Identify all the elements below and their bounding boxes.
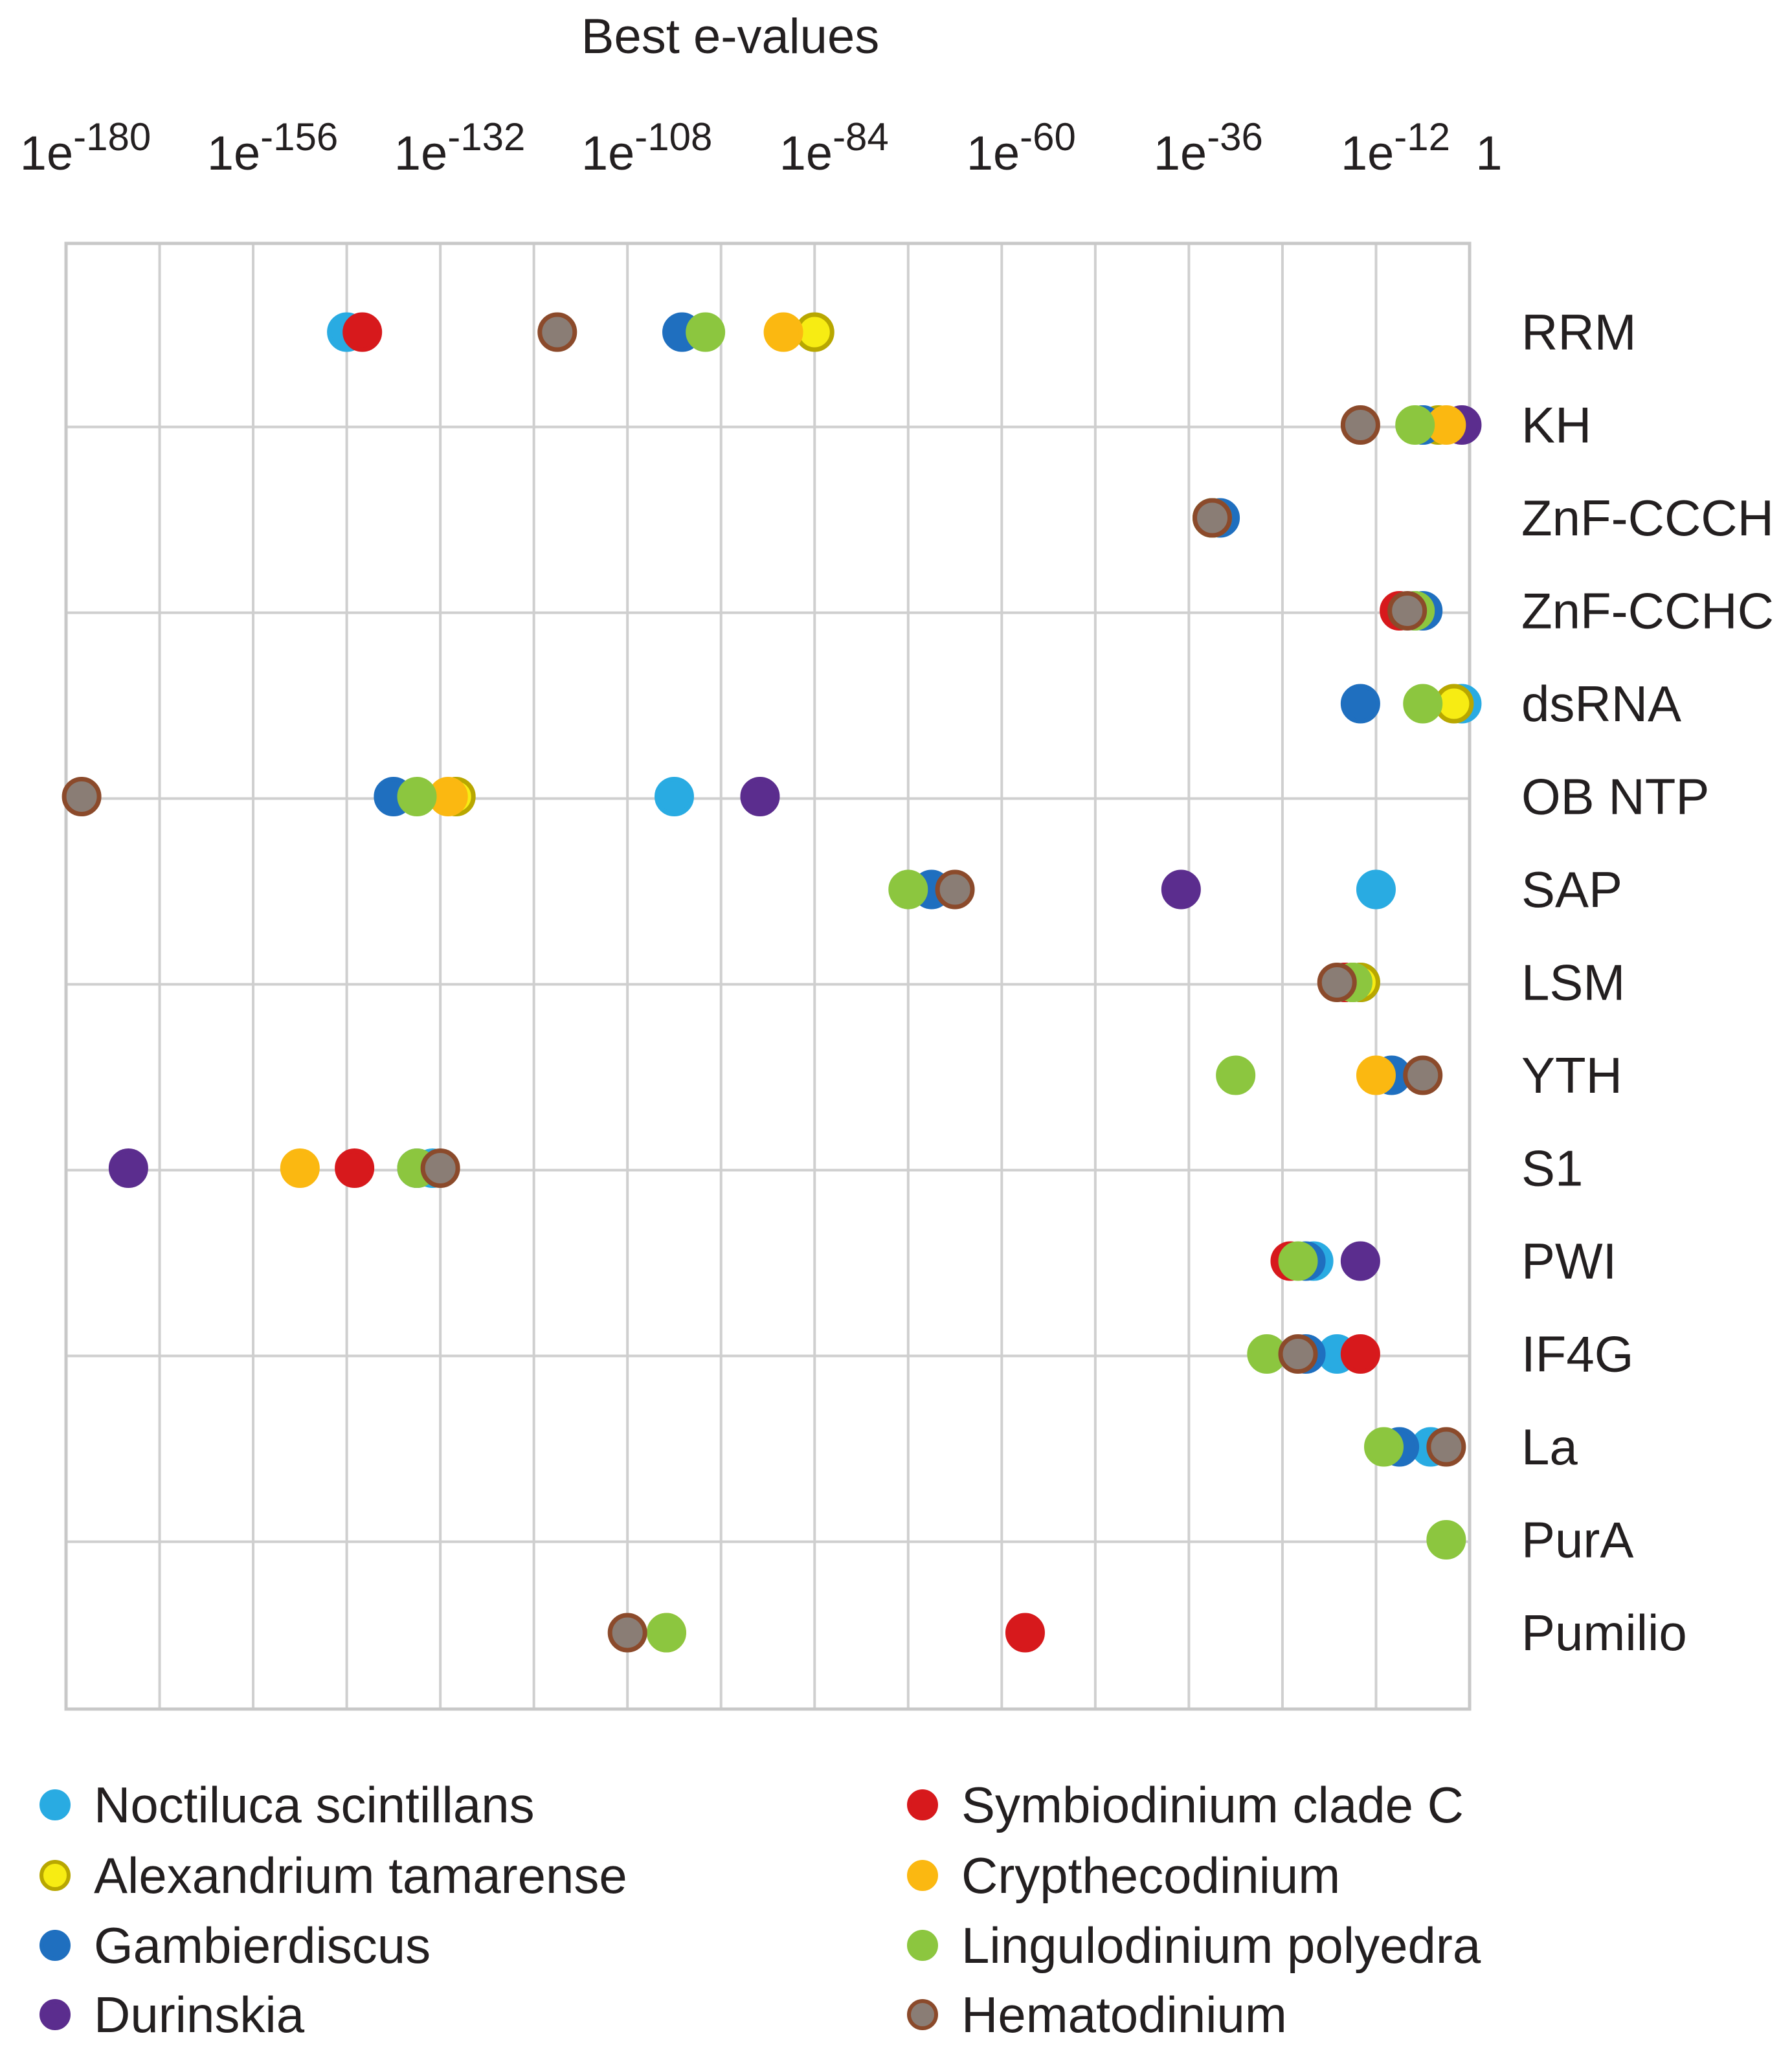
category-label-pwi: PWI bbox=[1521, 1233, 1617, 1290]
point-lingulodinium-polyedra-sap bbox=[888, 869, 928, 910]
chart-title: Best e-values bbox=[581, 9, 879, 64]
point-durinskia-pwi bbox=[1340, 1241, 1380, 1281]
point-lingulodinium-polyedra-la bbox=[1364, 1427, 1404, 1467]
legend-label-gambierdiscus: Gambierdiscus bbox=[94, 1917, 431, 1974]
category-label-ob-ntp: OB NTP bbox=[1521, 768, 1709, 825]
point-durinskia-ob-ntp bbox=[740, 777, 780, 816]
point-hematodinium-sap bbox=[935, 869, 975, 910]
point-symbiodinium-clade-c-pumilio bbox=[1005, 1613, 1045, 1653]
point-hematodinium-znf-ccch bbox=[1193, 498, 1233, 538]
point-noctiluca-scintillans-sap bbox=[1356, 869, 1396, 910]
point-durinskia-sap bbox=[1161, 869, 1201, 910]
x-tick-label: 1e-132 bbox=[394, 115, 525, 180]
point-hematodinium-znf-cchc bbox=[1387, 591, 1428, 631]
legend-marker-lingulodinium-polyedra bbox=[907, 1930, 938, 1961]
point-lingulodinium-polyedra-yth bbox=[1216, 1055, 1256, 1095]
category-label-sap: SAP bbox=[1521, 861, 1622, 918]
y-category-labels: RRM KH ZnF-CCCH ZnF-CCHC dsRNA OB NTP SAP LSM YT… bbox=[1521, 304, 1774, 1661]
x-tick-label: 1e-12 bbox=[1341, 115, 1450, 180]
category-label-rrm: RRM bbox=[1521, 304, 1637, 361]
legend-label-noctiluca-scintillans: Noctiluca scintillans bbox=[94, 1776, 535, 1833]
point-lingulodinium-polyedra-rrm bbox=[686, 312, 726, 352]
x-tick-label: 1e-84 bbox=[779, 115, 889, 180]
category-label-kh: KH bbox=[1521, 397, 1591, 454]
legend-marker-gambierdiscus bbox=[39, 1930, 71, 1961]
x-tick-label: 1e-180 bbox=[20, 115, 151, 180]
category-label-pumilio: Pumilio bbox=[1521, 1604, 1687, 1661]
legend-marker-crypthecodinium bbox=[907, 1860, 938, 1891]
point-lingulodinium-polyedra-ob-ntp bbox=[397, 777, 437, 816]
x-tick-label: 1e-156 bbox=[207, 115, 338, 180]
category-label-if4g: IF4G bbox=[1521, 1326, 1633, 1383]
point-hematodinium-if4g bbox=[1278, 1334, 1318, 1374]
legend-marker-alexandrium-tamarense bbox=[39, 1860, 71, 1891]
category-label-pura: PurA bbox=[1521, 1512, 1633, 1569]
point-symbiodinium-clade-c-rrm bbox=[342, 312, 383, 352]
point-symbiodinium-clade-c-if4g bbox=[1340, 1334, 1380, 1374]
point-lingulodinium-polyedra-dsrna bbox=[1403, 684, 1443, 724]
category-label-znf-cchc: ZnF-CCHC bbox=[1521, 583, 1774, 640]
legend-marker-hematodinium bbox=[907, 1999, 938, 2030]
point-durinskia-s1 bbox=[108, 1148, 148, 1188]
category-label-lsm: LSM bbox=[1521, 954, 1625, 1011]
point-lingulodinium-polyedra-kh bbox=[1395, 405, 1435, 445]
legend-label-symbiodinium-clade-c: Symbiodinium clade C bbox=[961, 1776, 1464, 1833]
x-tick-label: 1 bbox=[1475, 126, 1502, 180]
legend-marker-noctiluca-scintillans bbox=[39, 1789, 71, 1820]
plot-background bbox=[66, 243, 1470, 1709]
point-hematodinium-rrm bbox=[537, 312, 577, 352]
x-tick-label: 1e-36 bbox=[1154, 115, 1263, 180]
point-symbiodinium-clade-c-s1 bbox=[335, 1148, 375, 1188]
point-hematodinium-s1 bbox=[420, 1148, 460, 1188]
legend-marker-durinskia bbox=[39, 1999, 71, 2030]
point-hematodinium-la bbox=[1426, 1427, 1466, 1467]
point-crypthecodinium-rrm bbox=[763, 312, 803, 352]
point-hematodinium-lsm bbox=[1317, 963, 1357, 1002]
point-lingulodinium-polyedra-pura bbox=[1426, 1520, 1466, 1560]
x-tick-label: 1e-108 bbox=[581, 115, 712, 180]
point-crypthecodinium-yth bbox=[1356, 1055, 1396, 1095]
point-hematodinium-kh bbox=[1340, 405, 1380, 445]
category-label-s1: S1 bbox=[1521, 1140, 1583, 1197]
category-label-znf-ccch: ZnF-CCCH bbox=[1521, 489, 1774, 546]
x-tick-label: 1e-60 bbox=[967, 115, 1076, 180]
legend-label-crypthecodinium: Crypthecodinium bbox=[961, 1847, 1340, 1904]
point-hematodinium-yth bbox=[1403, 1055, 1443, 1095]
data-points bbox=[62, 312, 1482, 1653]
category-label-la: La bbox=[1521, 1418, 1578, 1475]
plot-frame bbox=[64, 241, 1472, 1711]
legend-label-lingulodinium-polyedra: Lingulodinium polyedra bbox=[961, 1917, 1481, 1974]
point-gambierdiscus-dsrna bbox=[1340, 684, 1380, 724]
point-lingulodinium-polyedra-pumilio bbox=[646, 1613, 686, 1653]
legend: Noctiluca scintillans Alexandrium tamaren… bbox=[39, 1776, 1481, 2043]
x-tick-labels: 1e-180 1e-156 1e-132 1e-108 1e-84 1e-60 1e-36 1… bbox=[20, 115, 1503, 180]
point-hematodinium-pumilio bbox=[607, 1613, 647, 1653]
category-label-dsrna: dsRNA bbox=[1521, 675, 1681, 732]
point-noctiluca-scintillans-ob-ntp bbox=[654, 777, 694, 816]
category-label-yth: YTH bbox=[1521, 1047, 1622, 1104]
point-crypthecodinium-s1 bbox=[280, 1148, 320, 1188]
legend-marker-symbiodinium-clade-c bbox=[907, 1789, 938, 1820]
legend-label-durinskia: Durinskia bbox=[94, 1986, 305, 2043]
legend-label-alexandrium-tamarense: Alexandrium tamarense bbox=[94, 1847, 627, 1904]
point-lingulodinium-polyedra-pwi bbox=[1278, 1241, 1318, 1281]
point-hematodinium-ob-ntp bbox=[62, 777, 102, 816]
legend-label-hematodinium: Hematodinium bbox=[961, 1986, 1287, 2043]
